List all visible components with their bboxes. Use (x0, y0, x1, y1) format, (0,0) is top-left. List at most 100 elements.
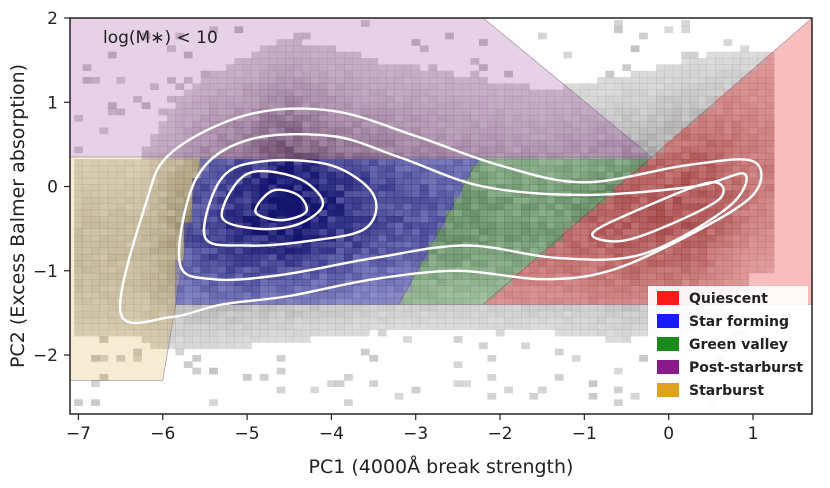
heatmap-cell (403, 272, 412, 280)
heatmap-cell (369, 247, 379, 255)
heatmap-cell (352, 114, 362, 122)
heatmap-cell (723, 260, 733, 267)
heatmap-cell (597, 329, 606, 337)
heatmap-cell (192, 152, 202, 160)
heatmap-cell (538, 152, 547, 160)
heatmap-cell (672, 272, 682, 280)
heatmap-cell (630, 178, 640, 185)
heatmap-cell (344, 121, 353, 128)
heatmap-cell (605, 114, 615, 122)
heatmap-cell (504, 260, 513, 267)
heatmap-cell (167, 197, 176, 204)
heatmap-cell (656, 146, 665, 154)
heatmap-cell (285, 39, 294, 46)
heatmap-cell (740, 203, 750, 211)
heatmap-cell (597, 159, 606, 166)
heatmap-cell (327, 266, 336, 274)
heatmap-cell (478, 89, 488, 97)
heatmap-cell (445, 83, 454, 90)
heatmap-cell (478, 209, 488, 217)
heatmap-cell (124, 165, 134, 173)
heatmap-cell (158, 298, 168, 305)
heatmap-cell (352, 272, 362, 280)
heatmap-cell (613, 317, 623, 324)
heatmap-cell (731, 266, 741, 274)
heatmap-cell (386, 241, 395, 248)
heatmap-cell (715, 235, 724, 242)
heatmap-cell (74, 323, 83, 331)
heatmap-cell (731, 64, 741, 71)
heatmap-cell (512, 146, 522, 154)
heatmap-cell (504, 159, 513, 166)
heatmap-cell (369, 127, 379, 135)
heatmap-cell (394, 235, 404, 242)
heatmap-cell (445, 247, 454, 255)
heatmap-cell (470, 190, 480, 198)
heatmap-cell (470, 253, 480, 261)
heatmap-cell (495, 165, 505, 173)
x-tick-label: −4 (319, 424, 344, 444)
heatmap-cell (538, 159, 547, 166)
heatmap-cell (689, 140, 699, 147)
heatmap-cell (251, 152, 261, 160)
heatmap-cell (639, 291, 648, 299)
heatmap-cell (259, 291, 269, 299)
heatmap-cell (521, 222, 530, 229)
heatmap-cell (209, 367, 218, 375)
legend-label: Star forming (689, 314, 789, 330)
heatmap-cell (478, 203, 488, 211)
heatmap-cell (310, 114, 320, 122)
heatmap-cell (327, 247, 336, 255)
heatmap-cell (470, 291, 480, 299)
heatmap-cell (175, 140, 185, 147)
heatmap-cell (310, 203, 320, 211)
heatmap-cell (453, 272, 463, 280)
heatmap-cell (386, 70, 395, 78)
heatmap-cell (538, 323, 547, 331)
heatmap-cell (723, 114, 733, 122)
heatmap-cell (554, 329, 564, 337)
heatmap-cell (605, 127, 615, 135)
heatmap-cell (689, 235, 699, 242)
heatmap-cell (369, 83, 379, 90)
heatmap-cell (639, 178, 648, 185)
heatmap-cell (563, 140, 573, 147)
heatmap-cell (740, 178, 750, 185)
heatmap-cell (689, 133, 699, 141)
heatmap-cell (403, 140, 412, 147)
heatmap-cell (470, 140, 480, 147)
heatmap-cell (622, 310, 632, 318)
heatmap-cell (529, 108, 539, 116)
heatmap-cell (192, 342, 202, 350)
heatmap-cell (150, 165, 159, 173)
heatmap-cell (588, 209, 598, 217)
heatmap-cell (327, 184, 336, 192)
heatmap-cell (664, 171, 674, 179)
heatmap-cell (706, 222, 716, 229)
heatmap-cell (512, 310, 522, 318)
heatmap-cell (445, 89, 454, 97)
heatmap-cell (630, 108, 640, 116)
heatmap-cell (175, 342, 185, 350)
heatmap-cell (487, 165, 497, 173)
heatmap-cell (664, 83, 674, 90)
heatmap-cell (689, 247, 699, 255)
heatmap-cell (82, 216, 92, 223)
heatmap-cell (150, 190, 159, 198)
heatmap-cell (226, 285, 235, 293)
heatmap-cell (74, 310, 83, 318)
heatmap-cell (656, 108, 665, 116)
heatmap-cell (99, 317, 109, 324)
heatmap-cell (445, 279, 454, 286)
heatmap-cell (158, 260, 168, 267)
heatmap-cell (226, 222, 235, 229)
heatmap-cell (681, 209, 691, 217)
heatmap-cell (495, 89, 505, 97)
heatmap-cell (226, 64, 235, 71)
heatmap-cell (167, 253, 176, 261)
heatmap-cell (470, 260, 480, 267)
heatmap-cell (344, 171, 353, 179)
heatmap-cell (571, 241, 581, 248)
heatmap-cell (352, 133, 362, 141)
heatmap-cell (563, 121, 573, 128)
